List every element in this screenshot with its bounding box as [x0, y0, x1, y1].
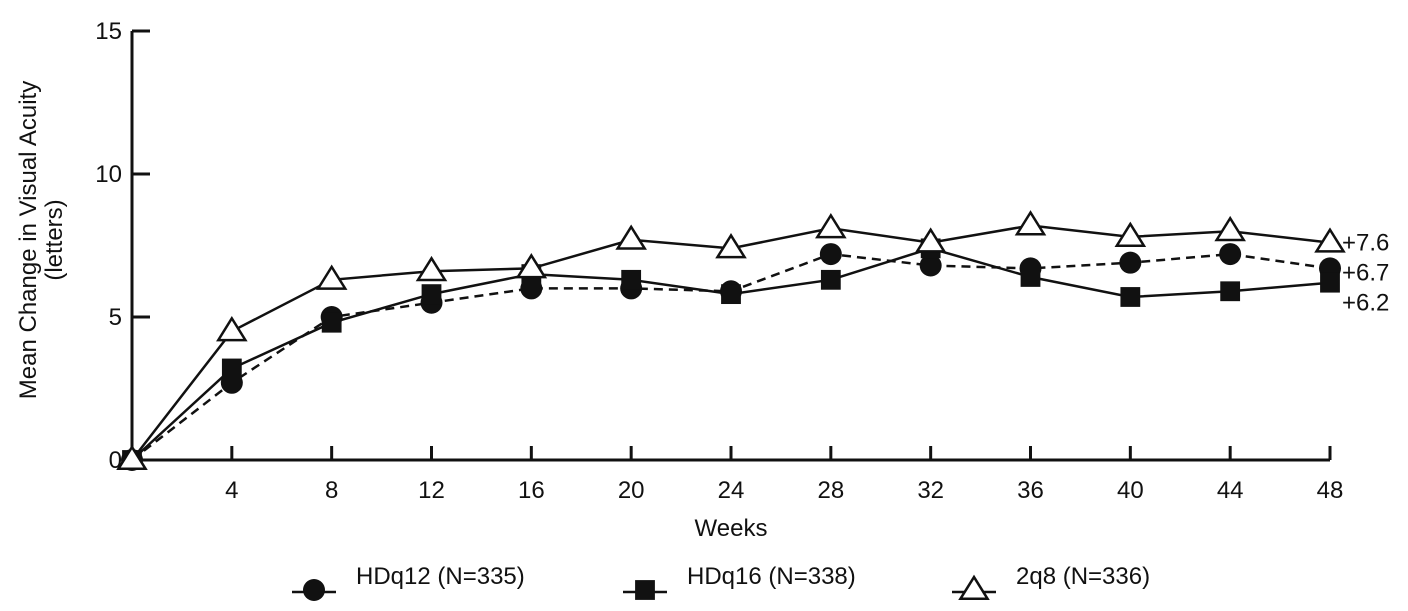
square-marker	[1120, 287, 1141, 307]
series-line	[131, 247, 1331, 461]
legend-item: HDq16 (N=338)	[623, 563, 856, 600]
series-triangle	[116, 210, 1346, 471]
square-marker	[820, 269, 841, 290]
x-tick-label: 12	[418, 477, 445, 504]
end-value-label: +6.7	[1342, 260, 1389, 287]
x-tick-label: 40	[1117, 477, 1144, 504]
series-square	[122, 238, 1340, 470]
end-value-label: +7.6	[1342, 230, 1389, 257]
triangle-marker	[315, 264, 348, 290]
triangle-marker	[958, 574, 990, 601]
legend-item: 2q8 (N=336)	[952, 563, 1150, 601]
legend-label: HDq12 (N=335)	[356, 563, 525, 590]
circle-marker	[919, 254, 942, 277]
y-axis-unit-label: (letters)	[41, 199, 68, 280]
triangle-marker	[116, 444, 148, 471]
end-labels: +7.6 +6.7 +6.2	[1342, 230, 1389, 317]
x-tick-label: 8	[325, 477, 338, 504]
x-tick-label: 20	[618, 477, 645, 504]
x-tick-label: 16	[518, 477, 545, 504]
y-tick-label: 15	[95, 18, 122, 45]
square-marker	[321, 312, 342, 333]
legend-label: HDq16 (N=338)	[687, 563, 856, 590]
series-layer	[116, 210, 1346, 471]
triangle-marker	[815, 213, 847, 239]
x-tick-label: 48	[1317, 477, 1344, 504]
x-tick-label: 28	[817, 477, 844, 504]
square-marker	[1320, 272, 1340, 293]
y-axis-label: Mean Change in Visual Acuity	[15, 81, 42, 399]
square-marker	[721, 284, 741, 305]
x-tick-label: 24	[718, 477, 745, 504]
square-marker	[421, 284, 442, 305]
y-tick-label: 5	[109, 304, 122, 331]
triangle-marker	[1114, 221, 1147, 247]
x-tick-label: 32	[917, 477, 944, 504]
y-tick-label: 10	[95, 161, 122, 188]
x-tick-label: 44	[1217, 477, 1244, 504]
series-line	[131, 224, 1331, 461]
triangle-marker	[1314, 227, 1346, 253]
triangle-marker	[415, 255, 448, 282]
x-axis-label: Weeks	[695, 515, 768, 542]
triangle-marker	[1214, 215, 1246, 242]
legend-item: HDq12 (N=335)	[292, 563, 525, 601]
square-marker	[221, 358, 242, 379]
triangle-marker	[615, 224, 647, 250]
square-marker	[1020, 267, 1041, 287]
circle-marker	[303, 579, 325, 601]
square-marker	[635, 580, 655, 600]
y-axis-title: Mean Change in Visual Acuity (letters)	[15, 81, 68, 399]
circle-marker	[819, 243, 842, 266]
triangle-marker	[515, 253, 548, 279]
triangle-marker	[715, 233, 747, 259]
square-marker	[1220, 281, 1241, 302]
series-circle	[121, 243, 1341, 471]
square-marker	[621, 269, 642, 290]
triangle-marker	[1014, 210, 1047, 236]
x-tick-label: 36	[1017, 477, 1044, 504]
circle-marker	[1119, 251, 1142, 274]
triangle-marker	[914, 227, 947, 253]
end-value-label: +6.2	[1342, 290, 1389, 317]
legend-label: 2q8 (N=336)	[1016, 563, 1150, 590]
circle-marker	[1219, 243, 1242, 266]
triangle-marker	[216, 315, 248, 342]
x-tick-label: 4	[225, 477, 238, 504]
legend: HDq12 (N=335) HDq16 (N=338) 2q8 (N=336)	[292, 563, 1150, 601]
